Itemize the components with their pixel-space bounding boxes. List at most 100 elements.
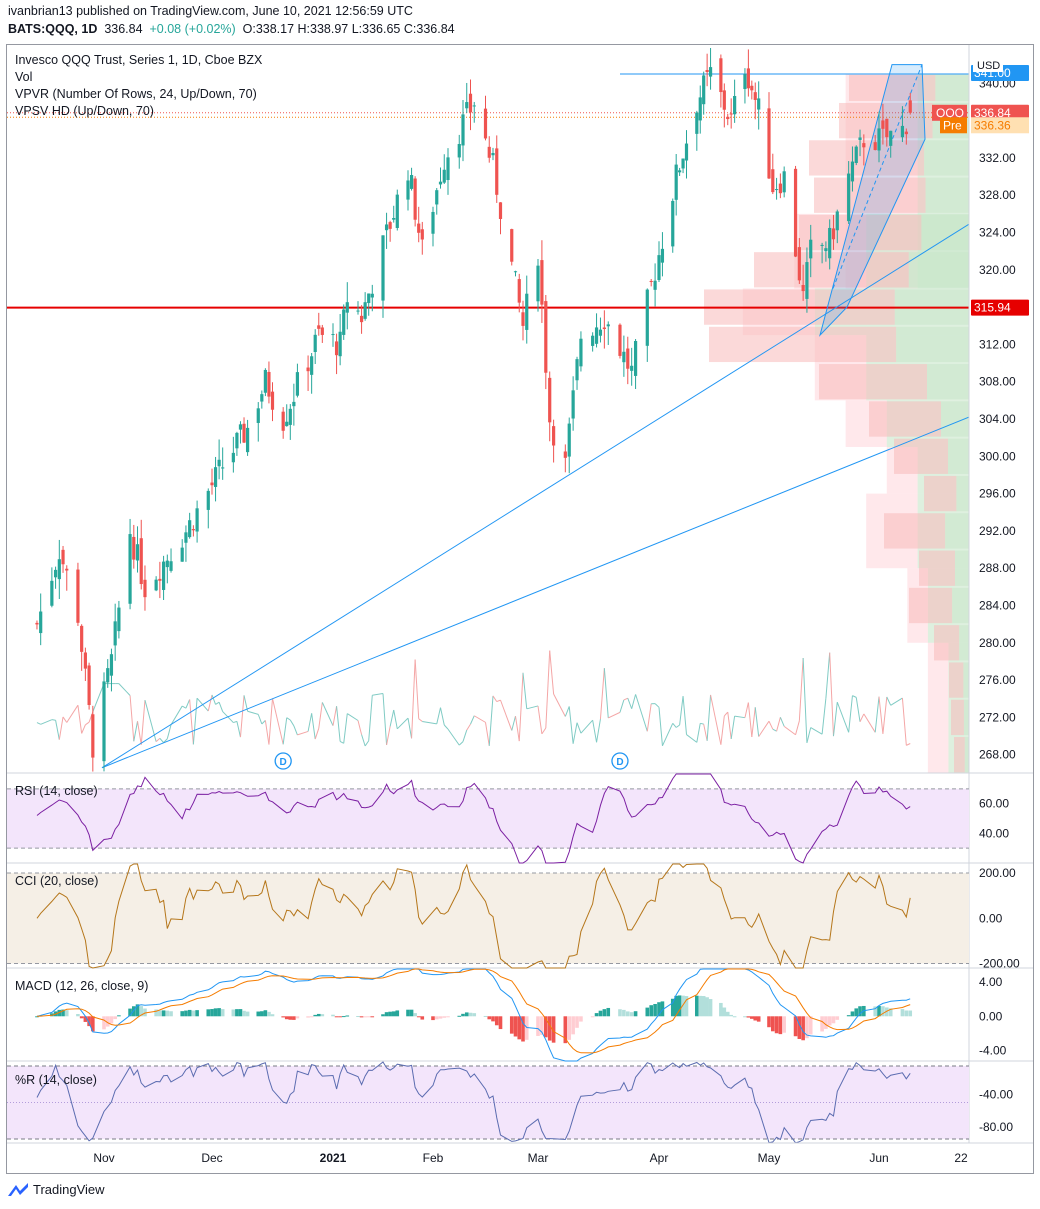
chart-container[interactable]: DD340.00336.00332.00328.00324.00320.0031… <box>6 44 1034 1174</box>
volume-seg <box>682 696 687 735</box>
macd-hist-13 <box>105 1016 110 1027</box>
macd-hist-75 <box>416 1016 421 1018</box>
candle-body-159 <box>854 146 858 163</box>
volume-seg <box>500 699 513 731</box>
vpvr-row-down-7 <box>709 326 897 363</box>
volume-seg <box>473 715 486 723</box>
volume-seg <box>92 683 105 713</box>
candle-body-51 <box>295 372 300 396</box>
macd-hist-136 <box>732 1016 737 1018</box>
time-tick-Apr: Apr <box>650 1151 669 1165</box>
macd-hist-132 <box>719 1002 723 1017</box>
macd-hist-24 <box>161 1010 166 1017</box>
volume-seg <box>133 721 139 742</box>
macd-hist-165 <box>885 1007 889 1017</box>
volume-seg <box>832 702 838 737</box>
candle-body-81 <box>446 157 450 181</box>
trendline-long <box>101 416 969 769</box>
macd-hist-90 <box>494 1016 499 1026</box>
macd-hist-138 <box>746 1016 751 1018</box>
volume-seg <box>549 650 555 695</box>
volume-seg <box>882 696 888 734</box>
volume-seg <box>368 695 373 741</box>
dividend-label-1: D <box>616 757 623 768</box>
macd-hist-73 <box>409 1009 414 1017</box>
willr-legend: %R (14, close) <box>15 1073 97 1087</box>
candle-body-70 <box>392 218 396 220</box>
macd-hist-37 <box>231 1009 236 1017</box>
candle-body-89 <box>491 152 495 156</box>
volume-seg <box>627 697 633 709</box>
volume-seg <box>396 717 409 730</box>
volume-seg <box>878 696 884 734</box>
macd-hist-5 <box>61 1009 65 1017</box>
rsi-legend: RSI (14, close) <box>15 784 98 798</box>
candle-body-40 <box>242 423 246 443</box>
candle-body-149 <box>801 284 805 292</box>
candle-body-80 <box>442 169 446 183</box>
vpvr-row-up-0 <box>935 75 969 101</box>
time-tick-Mar: Mar <box>528 1151 549 1165</box>
trendline-steep <box>101 223 969 769</box>
volume-seg <box>679 696 684 726</box>
volume-seg <box>496 699 501 703</box>
macd-hist-126 <box>684 996 689 1017</box>
macd-hist-148 <box>797 1016 802 1039</box>
candle-body-19 <box>135 544 140 561</box>
candle-body-124 <box>678 170 682 173</box>
macd-hist-105 <box>575 1016 579 1028</box>
volume-seg <box>155 737 161 743</box>
volume-seg <box>239 695 245 738</box>
macd-hist-58 <box>334 1016 339 1018</box>
macd-hist-68 <box>384 1012 389 1017</box>
macd-hist-120 <box>657 1002 661 1017</box>
macd-hist-160 <box>858 1006 862 1017</box>
vpsv-legend: VPSV HD (Up/Down, 70) <box>15 104 154 118</box>
macd-hist-14 <box>109 1016 114 1024</box>
candle-body-158 <box>850 161 855 182</box>
macd-hist-129 <box>701 996 706 1017</box>
volume-seg <box>675 724 680 728</box>
volume-seg <box>272 698 284 745</box>
candle-body-65 <box>367 293 371 304</box>
vpvr-row-up-17 <box>963 699 969 736</box>
volume-seg <box>462 729 468 742</box>
vpvr-row-down-12 <box>884 513 946 549</box>
candle-body-83 <box>461 114 465 146</box>
volume-seg <box>848 695 853 733</box>
candle-body-87 <box>483 108 488 139</box>
vpvr-row-down-18 <box>954 737 965 773</box>
candle-body-74 <box>413 178 417 220</box>
ohlc-line: BATS:QQQ, 1D 336.84 +0.08 (+0.02%) O:338… <box>8 22 455 36</box>
chart-canvas[interactable]: DD340.00336.00332.00328.00324.00320.0031… <box>7 45 1034 1174</box>
volume-seg <box>282 717 288 745</box>
macd-hist-141 <box>756 1016 761 1022</box>
candle-body-53 <box>310 356 314 375</box>
volume-seg <box>418 718 423 722</box>
candle-body-108 <box>594 327 599 344</box>
volume-seg <box>411 659 416 739</box>
macd-hist-79 <box>438 1016 443 1019</box>
candle-body-82 <box>457 144 461 158</box>
candle-body-64 <box>363 302 367 319</box>
macd-hist-110 <box>602 1009 607 1017</box>
volume-seg <box>518 672 524 742</box>
volume-seg <box>432 722 437 725</box>
macd-hist-133 <box>722 1007 727 1017</box>
volume-seg <box>189 699 194 745</box>
volume-seg <box>810 727 823 735</box>
price-tick-276: 276.00 <box>979 673 1016 687</box>
candle-body-26 <box>169 561 173 571</box>
macd-hist-55 <box>316 1013 321 1017</box>
volume-seg <box>821 698 827 735</box>
macd-hist-81 <box>446 1016 450 1018</box>
tradingview-footer[interactable]: TradingView <box>8 1182 105 1197</box>
volume-seg <box>233 720 238 724</box>
volume-seg <box>541 727 547 735</box>
volume-seg <box>422 720 434 724</box>
macd-hist-4 <box>57 1009 62 1017</box>
volume-seg <box>522 672 528 709</box>
macd-hist-123 <box>674 995 678 1017</box>
rsi-tick-60: 60.00 <box>979 797 1009 811</box>
macd-hist-62 <box>356 1016 360 1018</box>
